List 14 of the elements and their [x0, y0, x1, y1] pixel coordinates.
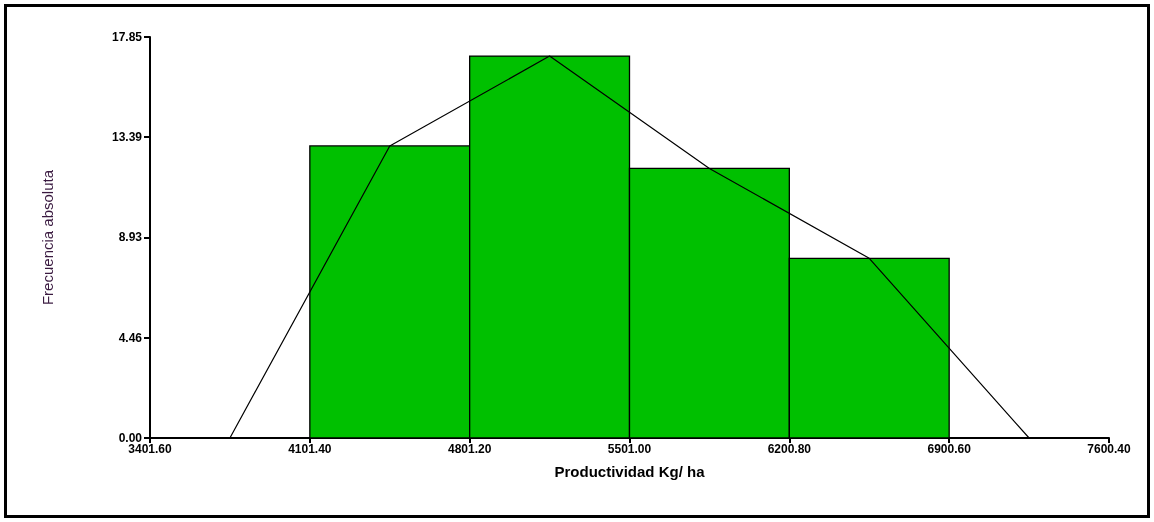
x-tick-label: 3401.60	[128, 442, 173, 456]
y-tick-label: 17.85	[111, 30, 143, 44]
x-tick-label: 6200.80	[767, 442, 812, 456]
x-tick-label: 6900.60	[927, 442, 972, 456]
y-tick-label: 8.93	[118, 230, 143, 245]
y-tick-label: 0.00	[118, 431, 143, 445]
x-tick-label: 7600.40	[1087, 442, 1132, 456]
x-tick-label: 4101.40	[288, 442, 332, 456]
y-tick-label: 4.46	[118, 330, 143, 345]
y-tick-label: 13.39	[111, 130, 143, 145]
x-axis-title: Productividad Kg/ ha	[554, 463, 706, 480]
x-tick-label: 5501.00	[607, 442, 652, 456]
x-tick-label: 4801.20	[447, 442, 492, 456]
y-axis-title: Frecuencia absoluta	[39, 169, 56, 306]
